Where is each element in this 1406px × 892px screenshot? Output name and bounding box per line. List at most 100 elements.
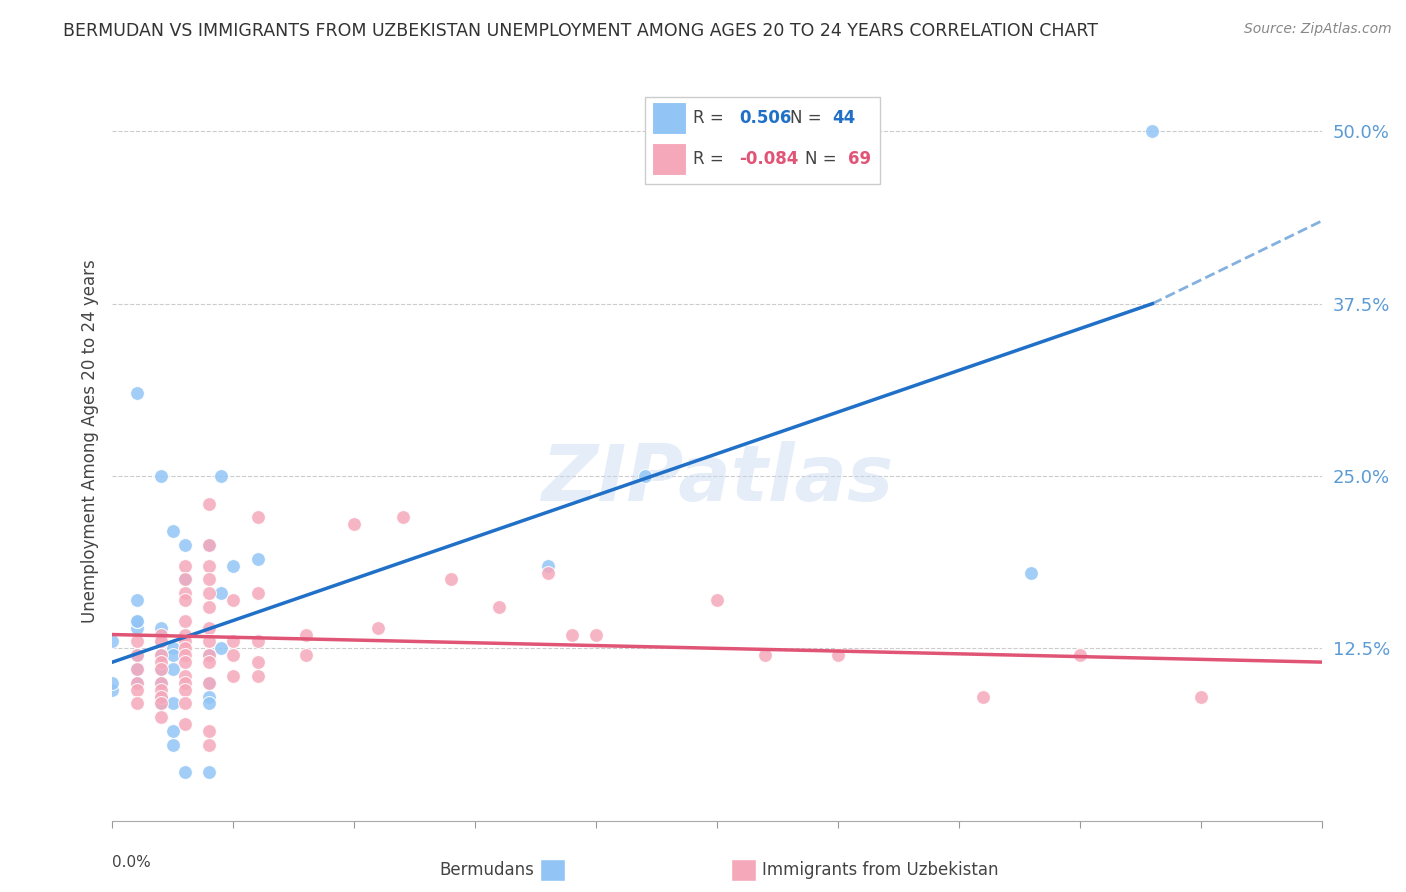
Point bbox=[1142, 124, 1164, 138]
Point bbox=[101, 682, 124, 697]
Point bbox=[149, 682, 172, 697]
Point bbox=[125, 662, 148, 676]
Point bbox=[537, 558, 560, 573]
Point bbox=[101, 634, 124, 648]
Text: N =: N = bbox=[790, 109, 827, 127]
Point bbox=[162, 641, 184, 656]
Point bbox=[149, 662, 172, 676]
Point bbox=[391, 510, 413, 524]
Point bbox=[174, 593, 197, 607]
Point bbox=[198, 738, 221, 752]
Point bbox=[537, 566, 560, 580]
Point bbox=[174, 717, 197, 731]
Point bbox=[149, 690, 172, 704]
Point bbox=[149, 634, 172, 648]
Point bbox=[198, 765, 221, 780]
Point bbox=[125, 675, 148, 690]
Point bbox=[162, 724, 184, 739]
Point bbox=[125, 682, 148, 697]
Point bbox=[174, 697, 197, 711]
Point bbox=[149, 627, 172, 641]
Point bbox=[246, 655, 269, 669]
Point bbox=[198, 599, 221, 614]
Point bbox=[1069, 648, 1091, 663]
Point bbox=[972, 690, 994, 704]
Point bbox=[174, 627, 197, 641]
Point bbox=[149, 648, 172, 663]
Point bbox=[162, 662, 184, 676]
Point bbox=[149, 634, 172, 648]
Point bbox=[295, 627, 318, 641]
Point bbox=[343, 517, 366, 532]
Point bbox=[174, 765, 197, 780]
Point bbox=[149, 655, 172, 669]
Point bbox=[101, 675, 124, 690]
Point bbox=[149, 675, 172, 690]
Point bbox=[246, 669, 269, 683]
Point bbox=[222, 634, 245, 648]
Point bbox=[125, 648, 148, 663]
Y-axis label: Unemployment Among Ages 20 to 24 years: Unemployment Among Ages 20 to 24 years bbox=[80, 260, 98, 624]
Point bbox=[367, 621, 389, 635]
Point bbox=[222, 648, 245, 663]
Text: 44: 44 bbox=[832, 109, 855, 127]
Text: -0.084: -0.084 bbox=[738, 150, 799, 168]
FancyBboxPatch shape bbox=[644, 96, 880, 184]
Point bbox=[209, 586, 232, 600]
Point bbox=[125, 593, 148, 607]
Point bbox=[246, 586, 269, 600]
Point bbox=[198, 538, 221, 552]
Text: ZIPatlas: ZIPatlas bbox=[541, 442, 893, 517]
Point bbox=[198, 573, 221, 587]
Text: Immigrants from Uzbekistan: Immigrants from Uzbekistan bbox=[762, 861, 998, 879]
Point bbox=[174, 573, 197, 587]
Text: Source: ZipAtlas.com: Source: ZipAtlas.com bbox=[1244, 22, 1392, 37]
Point bbox=[585, 627, 607, 641]
Point bbox=[198, 697, 221, 711]
Point bbox=[174, 538, 197, 552]
Point bbox=[149, 621, 172, 635]
Point bbox=[125, 697, 148, 711]
Point bbox=[198, 621, 221, 635]
Point bbox=[149, 469, 172, 483]
Point bbox=[198, 648, 221, 663]
Point bbox=[174, 614, 197, 628]
Point bbox=[174, 586, 197, 600]
Point bbox=[174, 669, 197, 683]
Text: 0.506: 0.506 bbox=[738, 109, 792, 127]
Point bbox=[198, 675, 221, 690]
Text: BERMUDAN VS IMMIGRANTS FROM UZBEKISTAN UNEMPLOYMENT AMONG AGES 20 TO 24 YEARS CO: BERMUDAN VS IMMIGRANTS FROM UZBEKISTAN U… bbox=[63, 22, 1098, 40]
Text: N =: N = bbox=[806, 150, 842, 168]
Point bbox=[198, 634, 221, 648]
Point bbox=[1021, 566, 1043, 580]
Point bbox=[174, 558, 197, 573]
Point bbox=[295, 648, 318, 663]
Point bbox=[149, 675, 172, 690]
Point bbox=[125, 648, 148, 663]
Point bbox=[246, 510, 269, 524]
Point bbox=[246, 551, 269, 566]
Point bbox=[488, 599, 510, 614]
Point bbox=[125, 675, 148, 690]
Point bbox=[174, 641, 197, 656]
Point bbox=[198, 648, 221, 663]
Point bbox=[198, 497, 221, 511]
Point bbox=[246, 634, 269, 648]
Point bbox=[174, 648, 197, 663]
Point bbox=[125, 621, 148, 635]
Point bbox=[125, 634, 148, 648]
FancyBboxPatch shape bbox=[652, 102, 686, 134]
Point bbox=[125, 614, 148, 628]
Point bbox=[222, 558, 245, 573]
Point bbox=[125, 662, 148, 676]
Point bbox=[198, 655, 221, 669]
Point bbox=[706, 593, 728, 607]
FancyBboxPatch shape bbox=[652, 143, 686, 175]
Point bbox=[162, 524, 184, 538]
Point bbox=[174, 573, 197, 587]
Point bbox=[1189, 690, 1212, 704]
Point bbox=[561, 627, 583, 641]
Point bbox=[222, 669, 245, 683]
Point bbox=[162, 697, 184, 711]
Point bbox=[149, 697, 172, 711]
